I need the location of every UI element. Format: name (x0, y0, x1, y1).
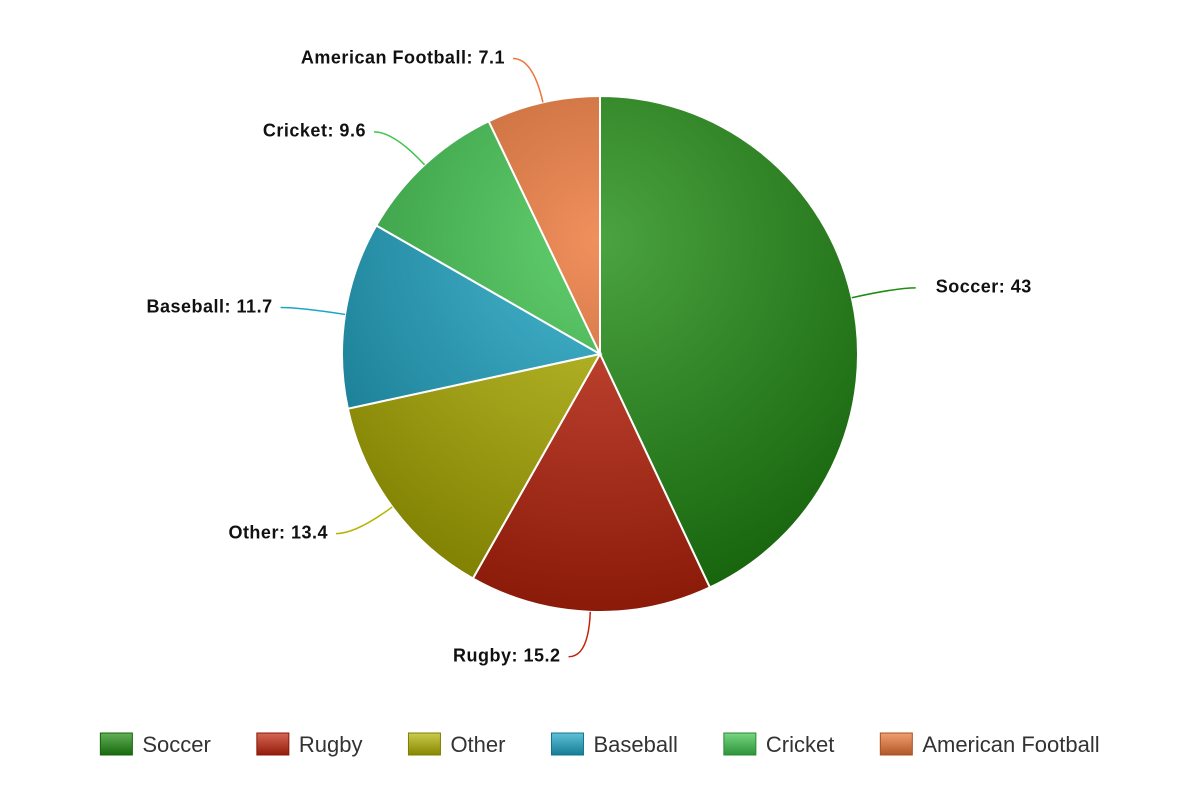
legend-swatch (99, 732, 133, 756)
leader-line (335, 506, 393, 535)
leader-line (280, 306, 346, 316)
legend-swatch (723, 732, 757, 756)
leader-line (568, 611, 592, 658)
legend-swatch (407, 732, 441, 756)
legend-swatch (550, 732, 584, 756)
data-label: Soccer: 43 (936, 277, 1032, 297)
legend-label: Rugby (299, 732, 363, 757)
legend-label: Soccer (142, 732, 210, 757)
data-label: Other: 13.4 (228, 522, 328, 542)
pie-slice (471, 351, 712, 613)
leader-line (373, 131, 426, 166)
legend-label: American Football (922, 732, 1099, 757)
data-label: American Football: 7.1 (301, 47, 505, 67)
data-label: Rugby: 15.2 (453, 646, 561, 666)
legend-swatch (256, 732, 290, 756)
pie-slice (341, 224, 603, 410)
legend: Soccer Rugby Other Baseball Cricket American … (99, 732, 1100, 757)
pie-slice (599, 94, 859, 589)
legend-label: Other (450, 732, 505, 757)
pie-slice (346, 352, 602, 580)
pie-slice (487, 94, 601, 355)
legend-swatch (879, 732, 913, 756)
legend-label: Cricket (766, 732, 834, 757)
data-label: Cricket: 9.6 (263, 121, 366, 141)
data-label: Baseball: 11.7 (147, 296, 273, 316)
leader-line (512, 57, 544, 103)
leader-line (851, 287, 916, 299)
legend-label: Baseball (593, 732, 677, 757)
